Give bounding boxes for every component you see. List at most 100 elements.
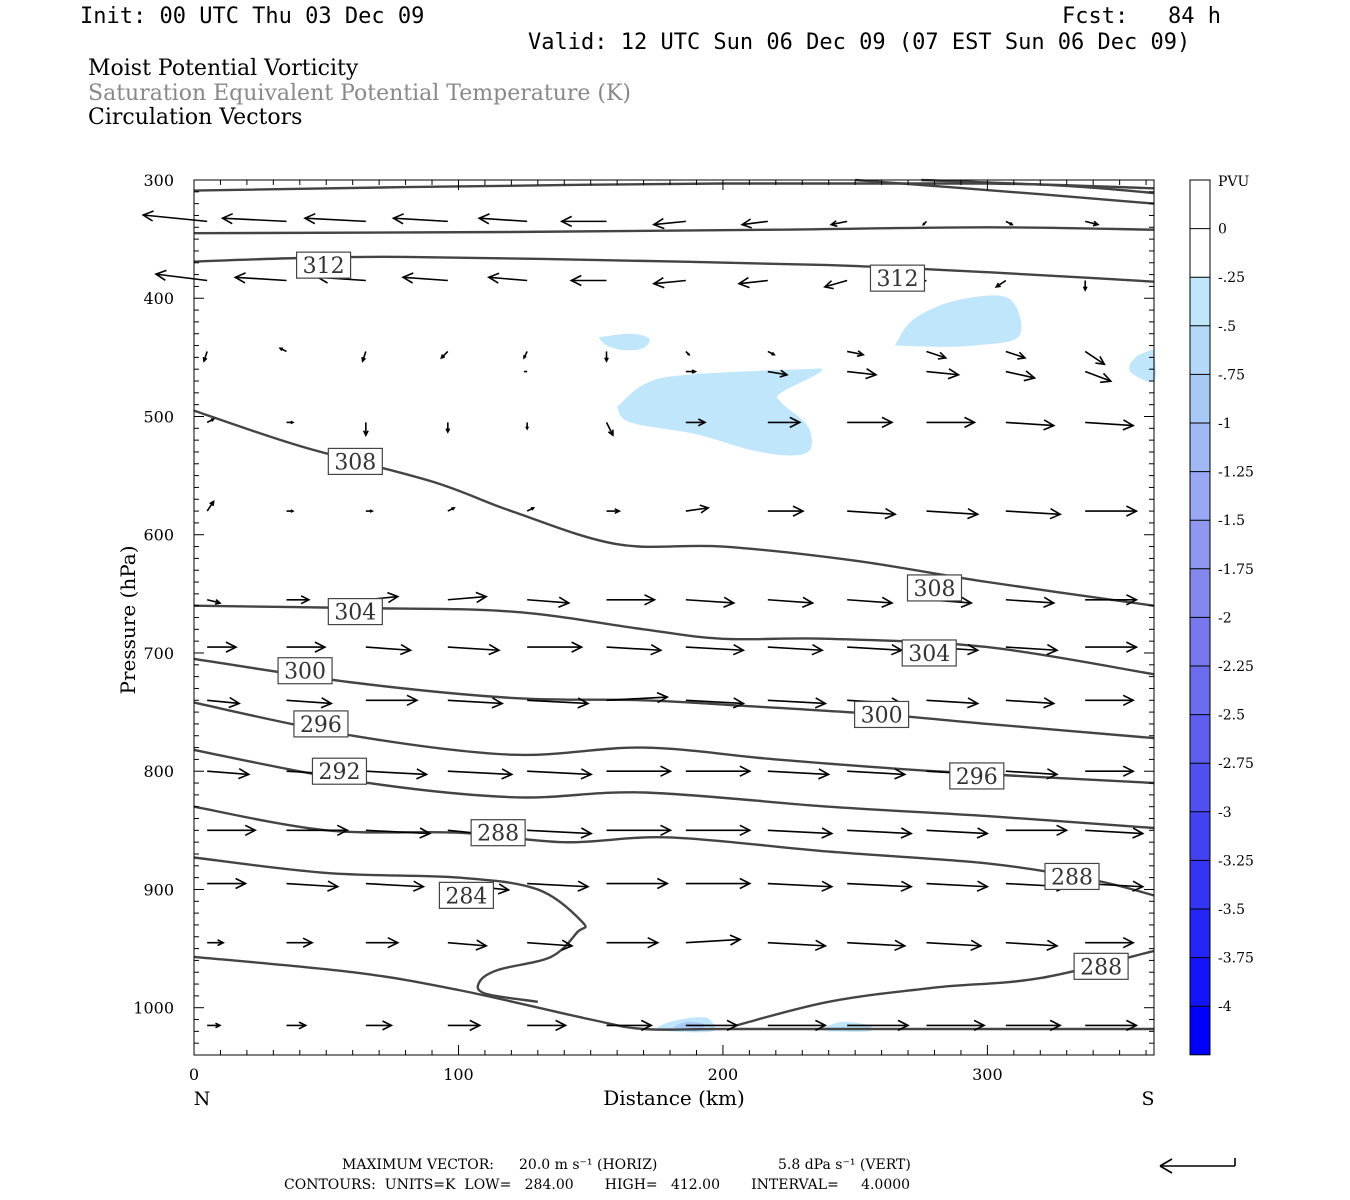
vector-arrowhead bbox=[652, 217, 665, 230]
vector-arrowhead bbox=[469, 1019, 482, 1032]
theta-contour bbox=[193, 955, 1154, 1031]
circulation-vector bbox=[738, 279, 768, 285]
colorbar-swatch bbox=[1190, 228, 1210, 278]
circulation-vector bbox=[206, 598, 221, 604]
vector-arrowhead bbox=[779, 369, 789, 378]
circulation-vector bbox=[847, 882, 912, 888]
vector-arrowhead bbox=[559, 215, 573, 228]
vector-arrowhead bbox=[829, 220, 838, 228]
vector-arrowhead bbox=[497, 883, 511, 895]
vector-arrowhead bbox=[235, 877, 248, 890]
pv-region bbox=[820, 1021, 873, 1032]
vector-arrowhead bbox=[488, 643, 501, 656]
theta-contour bbox=[193, 856, 587, 1003]
vector-arrowhead bbox=[154, 269, 167, 281]
circulation-vector bbox=[286, 882, 338, 888]
vector-arrowhead bbox=[336, 824, 350, 837]
vector-arrowhead bbox=[220, 212, 234, 225]
contour-label-box bbox=[293, 710, 349, 738]
vector-arrowhead bbox=[475, 591, 488, 604]
vector-arrowhead bbox=[387, 936, 400, 949]
circulation-vector bbox=[685, 699, 744, 705]
vector-arrowhead bbox=[525, 426, 530, 431]
circulation-vector bbox=[926, 510, 978, 516]
circulation-vector bbox=[767, 598, 813, 604]
circulation-vector bbox=[365, 882, 424, 888]
circulation-vector bbox=[447, 646, 500, 652]
circulation-vector bbox=[767, 770, 829, 776]
contour-label: 284 bbox=[445, 884, 487, 909]
pv-region bbox=[598, 333, 650, 351]
field-label-vectors: Circulation Vectors bbox=[88, 105, 303, 130]
colorbar-swatch bbox=[1190, 471, 1210, 521]
vector-arrowhead bbox=[856, 350, 865, 358]
vector-arrowhead bbox=[202, 356, 208, 363]
circulation-vector bbox=[767, 646, 823, 652]
vector-arrowhead bbox=[687, 352, 691, 357]
vector-arrowhead bbox=[440, 354, 446, 360]
vector-arrowhead bbox=[865, 368, 878, 380]
circulation-vector bbox=[685, 938, 741, 944]
circulation-vector bbox=[1005, 370, 1035, 379]
vector-arrowhead bbox=[921, 222, 926, 226]
contour-label-box bbox=[869, 264, 926, 292]
circulation-vector bbox=[1085, 421, 1134, 427]
vector-arrowhead bbox=[1126, 1019, 1139, 1032]
circulation-vector bbox=[447, 595, 487, 601]
vector-arrowhead bbox=[399, 643, 413, 656]
vector-arrowhead bbox=[818, 768, 831, 780]
vector-arrowhead bbox=[947, 368, 961, 380]
x-tick-label: 300 bbox=[972, 1065, 1003, 1084]
circulation-vector bbox=[926, 350, 946, 359]
circulation-vector bbox=[926, 941, 981, 947]
colorbar-tick-label: -3.5 bbox=[1218, 902, 1245, 918]
circulation-vector bbox=[926, 829, 988, 835]
contour-label: 292 bbox=[318, 760, 360, 785]
circulation-vector bbox=[685, 507, 709, 512]
circulation-vector bbox=[767, 370, 788, 376]
circulation-vector bbox=[207, 770, 249, 776]
vector-arrowhead bbox=[900, 827, 913, 839]
colorbar-tick-label: -2.5 bbox=[1218, 708, 1245, 724]
circulation-vector bbox=[527, 941, 573, 947]
vector-arrowhead bbox=[233, 272, 246, 284]
vector-arrowhead bbox=[737, 276, 750, 289]
circulation-vector bbox=[926, 699, 978, 705]
contour-label-box bbox=[295, 251, 352, 279]
vector-arrowhead bbox=[314, 641, 327, 653]
vector-arrowhead bbox=[607, 429, 614, 437]
vector-arrowhead bbox=[699, 504, 710, 514]
circulation-vector bbox=[653, 279, 686, 285]
circulation-vector bbox=[653, 220, 686, 226]
colorbar-swatch bbox=[1190, 180, 1210, 229]
colorbar-tick-label: -3.75 bbox=[1218, 951, 1254, 967]
axes-layer: 300 400 500 600 700 800 900 1000 0 100 200 300 bbox=[133, 171, 1154, 1084]
colorbar-tick-label: -4 bbox=[1218, 999, 1232, 1015]
vector-arrowhead bbox=[451, 507, 456, 511]
vector-arrowhead bbox=[740, 218, 752, 229]
circulation-vector bbox=[207, 699, 240, 705]
vector-arrowhead bbox=[656, 877, 670, 890]
vector-arrowhead bbox=[412, 880, 426, 892]
vector-arrowhead bbox=[894, 768, 907, 780]
vector-arrowhead bbox=[320, 697, 334, 709]
circulation-vector bbox=[685, 598, 734, 604]
vector-arrowhead bbox=[419, 827, 432, 839]
vector-arrowhead bbox=[558, 596, 571, 608]
vector-arrowhead bbox=[814, 939, 828, 952]
vector-arrowhead bbox=[644, 594, 657, 606]
vector-arrowhead bbox=[391, 213, 405, 225]
vector-arrowhead bbox=[652, 277, 665, 289]
pv-region bbox=[1129, 349, 1156, 382]
vector-arrowhead bbox=[303, 212, 316, 225]
vector-arrowhead bbox=[1122, 936, 1135, 949]
field-label-theta-es: Saturation Equivalent Potential Temperat… bbox=[88, 81, 631, 106]
vector-arrowhead bbox=[881, 596, 894, 608]
vector-arrowhead bbox=[491, 697, 504, 709]
contour-label: 288 bbox=[1080, 955, 1122, 980]
circulation-vector bbox=[1005, 350, 1026, 359]
circulation-vector bbox=[926, 882, 988, 888]
vector-arrowhead bbox=[729, 934, 742, 946]
contour-label: 308 bbox=[334, 450, 376, 475]
theta-contour bbox=[921, 178, 1155, 195]
